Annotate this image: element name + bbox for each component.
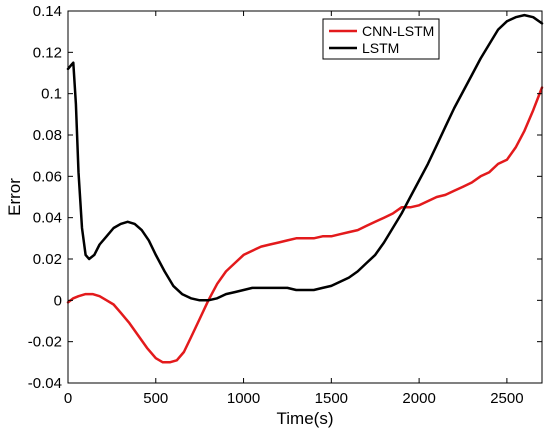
y-tick-label: 0.14 <box>33 3 62 20</box>
series-layer <box>66 13 544 364</box>
y-tick-label: 0 <box>54 292 62 309</box>
x-axis-label: Time(s) <box>277 409 334 428</box>
y-tick-label: 0.1 <box>41 86 62 103</box>
x-axis: 0 500 1000 1500 2000 2500 <box>64 11 524 407</box>
y-tick-label: 0.12 <box>33 44 62 61</box>
series-line-cnn-lstm <box>66 86 544 364</box>
x-tick-label: 1500 <box>315 390 348 407</box>
y-tick-label: 0.06 <box>33 168 62 185</box>
plot-area <box>68 11 542 383</box>
legend: CNN-LSTM LSTM <box>322 18 440 60</box>
legend-label-lstm: LSTM <box>362 40 399 56</box>
plot-frame <box>67 10 543 384</box>
y-tick-label: 0.04 <box>33 210 62 227</box>
series-line-lstm <box>66 13 544 302</box>
x-tick-label: 2500 <box>490 390 523 407</box>
y-tick-label: 0.02 <box>33 251 62 268</box>
x-tick-label: 1000 <box>227 390 260 407</box>
x-tick-label: 2000 <box>402 390 435 407</box>
x-tick-label: 0 <box>64 390 72 407</box>
legend-box <box>322 18 440 60</box>
y-tick-label: -0.04 <box>28 375 62 392</box>
x-tick-label: 500 <box>143 390 168 407</box>
legend-label-cnn-lstm: CNN-LSTM <box>362 23 434 39</box>
y-axis-label: Error <box>5 178 24 216</box>
y-tick-label: 0.08 <box>33 127 62 144</box>
y-tick-label: -0.02 <box>28 334 62 351</box>
